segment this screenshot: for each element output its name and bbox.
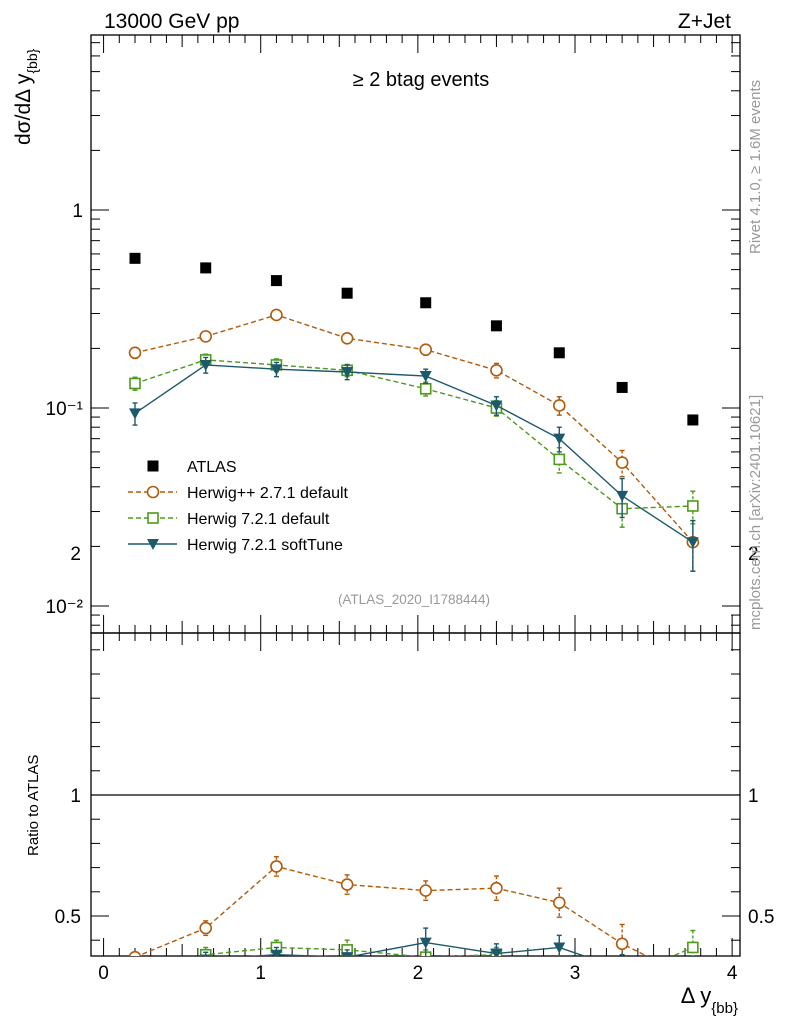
main-atlas-point (687, 414, 699, 426)
main-y-tick-label: 10⁻² (46, 597, 84, 618)
main-herwig-7-2-1-softtune-point (616, 490, 629, 502)
x-tick-label: 3 (570, 963, 581, 984)
main-atlas-point (129, 252, 141, 264)
main-y-axis-label: dσ/dΔ y{bb} (12, 48, 40, 145)
main-herwig-2-7-1-default-point (490, 364, 503, 377)
main-atlas-point (553, 347, 565, 359)
ratio-herwig-2-7-1-default-point (270, 860, 283, 873)
ratio-herwig-7-2-1-default-line (200, 946, 694, 956)
ratio-herwig-7-2-1-softtune-point (616, 964, 628, 975)
main-herwig-7-2-1-softtune-point (419, 371, 432, 383)
main-herwig-7-2-1-softtune-series (129, 356, 699, 572)
ratio-herwig-2-7-1-default-point (490, 881, 503, 895)
ratio-y-axis-label: Ratio to ATLAS (25, 755, 42, 856)
ratio-herwig-7-2-1-softtune-point (270, 949, 283, 956)
selection-title: ≥ 2 btag events (353, 69, 490, 91)
ratio-herwig-7-2-1-default-point (554, 962, 564, 972)
ratio-herwig-7-2-1-softtune-point (419, 937, 432, 949)
legend-item-herwig-7-2-1-softtune: Herwig 7.2.1 softTune (128, 537, 343, 554)
main-atlas-point (420, 297, 432, 309)
process-label: Z+Jet (678, 10, 731, 33)
legend-marker (146, 485, 160, 499)
main-y-tick-label: 1 (72, 201, 83, 222)
main-herwig-7-2-1-softtune-point (129, 408, 141, 420)
main-herwig-7-2-1-default-point (419, 383, 432, 395)
main-herwig-2-7-1-default-series (128, 308, 700, 572)
main-atlas-point (341, 287, 353, 299)
ratio-herwig-7-2-1-softtune-point (341, 952, 354, 956)
ratio-herwig-2-7-1-default-point (552, 896, 566, 909)
ratio-y-tick-label-right: 0.5 (748, 907, 774, 928)
ratio-y-tick-label: 0.5 (55, 907, 81, 928)
ratio-herwig-7-2-1-softtune-point (199, 954, 212, 956)
x-tick-label: 0 (98, 963, 109, 984)
ratio-herwig-2-7-1-default-point (419, 884, 433, 897)
ratio-herwig-7-2-1-default-point (130, 976, 140, 986)
x-tick-label: 4 (727, 963, 738, 984)
analysis-watermark: (ATLAS_2020_I1788444) (338, 592, 490, 607)
ratio-y-tick-label-right: 1 (748, 786, 759, 807)
ratio-herwig-7-2-1-softtune-point (490, 948, 503, 956)
main-herwig-2-7-1-default-point (340, 331, 354, 345)
main-herwig-2-7-1-default-point (199, 330, 213, 343)
main-atlas-point (200, 262, 212, 274)
main-atlas-point (616, 381, 628, 393)
rivet-version-label: Rivet 4.1.0, ≥ 1.6M events (747, 80, 764, 254)
main-herwig-7-2-1-softtune-point (270, 364, 283, 376)
legend-marker (147, 460, 159, 472)
main-atlas-series (129, 252, 699, 426)
ratio-y-tick-label: 1 (70, 786, 81, 807)
main-herwig-2-7-1-default-point (615, 456, 629, 469)
main-herwig-7-2-1-softtune-point (490, 400, 503, 412)
legend-label: ATLAS (187, 459, 237, 476)
ratio-herwig-2-7-1-default-point (615, 937, 629, 951)
ratio-herwig-7-2-1-default-point (617, 973, 627, 983)
ratio-herwig-7-2-1-default-point (687, 941, 699, 954)
legend-marker (147, 539, 159, 550)
main-y-tick-label: 10⁻¹ (46, 399, 84, 420)
ratio-herwig-2-7-1-default-point (340, 878, 354, 891)
legend-item-atlas: ATLAS (147, 459, 237, 476)
main-herwig-7-2-1-softtune-point (686, 537, 699, 549)
x-axis-label: Δ y{bb} (681, 983, 738, 1017)
main-herwig-7-2-1-softtune-point (199, 359, 212, 371)
main-herwig-7-2-1-default-point (687, 500, 699, 512)
x-tick-label: 2 (413, 963, 424, 984)
ratio-herwig-2-7-1-default-series (128, 856, 649, 956)
main-herwig-2-7-1-default-point (128, 346, 142, 360)
legend-item-herwig-7-2-1-default: Herwig 7.2.1 default (128, 511, 330, 528)
legend-label: Herwig 7.2.1 softTune (187, 537, 343, 554)
x-tick-label: 1 (255, 963, 266, 984)
legend-item-herwig-2-7-1-default: Herwig++ 2.7.1 default (128, 485, 349, 502)
main-herwig-2-7-1-default-point (270, 308, 283, 322)
energy-label: 13000 GeV pp (104, 10, 239, 33)
legend-label: Herwig 7.2.1 default (187, 511, 330, 528)
ratio-herwig-7-2-1-softtune-point (553, 942, 566, 954)
ratio-y-tick-label-right: 2 (748, 544, 759, 565)
ratio-herwig-2-7-1-default-point (199, 921, 213, 935)
main-herwig-7-2-1-default-point (129, 377, 141, 390)
legend-label: Herwig++ 2.7.1 default (187, 485, 349, 502)
mcplots-label: mcplots.cern.ch [arXiv:2401.10621] (747, 395, 764, 630)
main-herwig-2-7-1-default-line (134, 314, 694, 543)
legend-marker (147, 512, 159, 524)
main-atlas-point (270, 275, 282, 287)
main-herwig-7-2-1-default-point (553, 453, 566, 466)
main-herwig-2-7-1-default-point (419, 343, 433, 356)
main-herwig-7-2-1-softtune-point (341, 366, 354, 378)
ratio-herwig-7-2-1-softtune-point (129, 991, 141, 1002)
main-herwig-2-7-1-default-point (552, 399, 566, 412)
ratio-herwig-7-2-1-softtune-series (129, 927, 628, 1002)
main-herwig-7-2-1-softtune-point (553, 433, 566, 445)
main-atlas-point (490, 320, 502, 332)
ratio-herwig-2-7-1-default-point (128, 950, 142, 956)
ratio-y-tick-label: 2 (70, 544, 81, 565)
